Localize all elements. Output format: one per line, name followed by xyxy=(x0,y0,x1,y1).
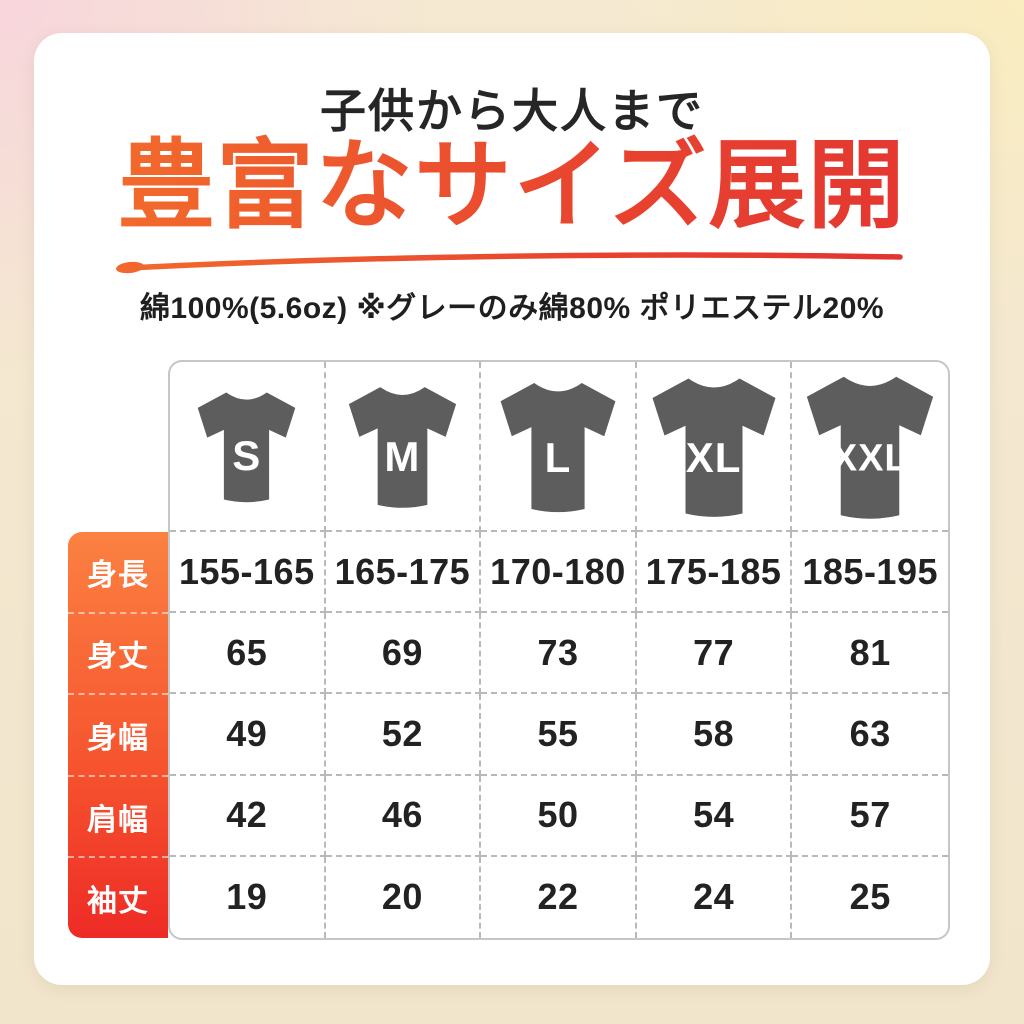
measurement-cell: 170-180 xyxy=(481,532,637,614)
measurement-value: 185-195 xyxy=(802,550,938,592)
measurement-value: 25 xyxy=(849,876,891,918)
size-chart: 身長 身丈 身幅 肩幅 袖丈 S xyxy=(68,360,950,940)
measurement-value: 57 xyxy=(849,794,891,836)
row-header-label: 身幅 xyxy=(87,721,149,755)
measurement-value: 73 xyxy=(537,631,579,673)
size-label: XL xyxy=(685,434,742,482)
measurement-cell: 73 xyxy=(481,613,637,695)
measurement-cell: 185-195 xyxy=(792,532,948,614)
size-label: M xyxy=(384,432,421,480)
shirt-wrap: XL xyxy=(639,368,789,524)
size-label: L xyxy=(544,433,572,481)
row-header-column: 身長 身丈 身幅 肩幅 袖丈 xyxy=(68,532,168,938)
shirt-wrap: L xyxy=(488,373,628,519)
measurement-value: 24 xyxy=(693,876,735,918)
measurement-value: 77 xyxy=(693,631,735,673)
measurement-value: 42 xyxy=(226,794,268,836)
measurement-cell: 175-185 xyxy=(636,532,793,614)
tshirt-icon xyxy=(198,392,296,503)
row-header-label: 肩幅 xyxy=(87,803,149,837)
row-header-body-width: 身幅 xyxy=(68,693,168,775)
size-column-header-xl: XL xyxy=(636,362,793,532)
page-title: 豊富なサイズ展開 xyxy=(34,129,990,245)
size-table: S M L XL xyxy=(168,360,950,940)
measurement-value: 55 xyxy=(537,712,579,754)
measurement-cell: 22 xyxy=(481,856,637,938)
shirt-wrap: S xyxy=(187,384,306,508)
measurement-cell: 81 xyxy=(792,613,948,695)
measurement-cell: 155-165 xyxy=(170,532,326,614)
size-column-header-m: M xyxy=(325,362,482,532)
size-label: XXL xyxy=(831,437,909,480)
measurement-cell: 57 xyxy=(792,776,948,857)
measurement-cell: 63 xyxy=(792,694,948,776)
measurement-value: 175-185 xyxy=(645,550,782,592)
size-column-header-xxl: XXL xyxy=(792,362,948,532)
measurement-value: 69 xyxy=(381,631,423,673)
measurement-value: 49 xyxy=(226,712,268,754)
measurement-value: 19 xyxy=(226,876,268,918)
row-header-label: 身丈 xyxy=(87,640,149,674)
tshirt-icon xyxy=(807,376,934,519)
material-note: 綿100%(5.6oz) ※グレーのみ綿80% ポリエステル20% xyxy=(139,292,885,325)
measurement-value: 46 xyxy=(381,794,423,836)
measurement-cell: 69 xyxy=(325,613,482,695)
measurement-cell: 49 xyxy=(170,694,326,776)
tshirt-icon xyxy=(500,383,616,513)
size-column-header-s: S xyxy=(170,362,326,532)
row-header-label: 袖丈 xyxy=(87,885,149,919)
tshirt-icon xyxy=(652,378,776,517)
size-column-header-l: L xyxy=(481,362,637,532)
content-card: 子供から大人まで 豊富なサイズ展開 綿100%(5.6oz) ※グレーのみ綿80… xyxy=(34,33,990,985)
measurement-value: 155-165 xyxy=(178,550,315,592)
measurement-value: 52 xyxy=(381,712,423,754)
measurement-cell: 25 xyxy=(792,857,948,938)
measurement-cell: 54 xyxy=(636,775,793,857)
size-label: S xyxy=(232,431,262,479)
measurement-cell: 24 xyxy=(637,856,793,938)
measurement-cell: 65 xyxy=(170,613,326,695)
measurement-cell: 19 xyxy=(170,856,326,938)
tagline-text: 子供から大人まで xyxy=(320,86,704,137)
tshirt-icon xyxy=(348,387,457,508)
measurement-value: 170-180 xyxy=(490,550,626,592)
measurement-value: 81 xyxy=(849,631,891,673)
measurement-value: 54 xyxy=(693,794,735,836)
row-header-shoulder-width: 肩幅 xyxy=(68,774,168,857)
measurement-cell: 50 xyxy=(481,775,637,857)
row-header-sleeve-length: 袖丈 xyxy=(68,856,168,938)
measurement-value: 65 xyxy=(226,631,268,673)
measurement-cell: 46 xyxy=(325,775,482,857)
brush-underline-icon xyxy=(116,252,903,274)
measurement-cell: 165-175 xyxy=(325,532,482,614)
measurement-cell: 77 xyxy=(636,613,793,695)
shirt-wrap: M xyxy=(337,378,468,514)
measurement-cell: 58 xyxy=(636,694,793,776)
measurement-cell: 52 xyxy=(325,694,482,776)
shirt-wrap: XXL xyxy=(793,364,947,528)
measurement-value: 20 xyxy=(381,876,423,918)
measurement-cell: 20 xyxy=(326,856,482,938)
measurement-value: 50 xyxy=(537,794,579,836)
row-header-body-length: 身丈 xyxy=(68,611,168,694)
measurement-cell: 42 xyxy=(170,775,326,857)
measurement-value: 22 xyxy=(537,876,579,918)
measurement-cell: 55 xyxy=(481,694,637,776)
measurement-value: 63 xyxy=(849,712,891,754)
measurement-value: 58 xyxy=(693,712,735,754)
row-header-label: 身長 xyxy=(87,558,149,592)
row-header-height: 身長 xyxy=(68,532,168,612)
measurement-value: 165-175 xyxy=(334,550,471,592)
